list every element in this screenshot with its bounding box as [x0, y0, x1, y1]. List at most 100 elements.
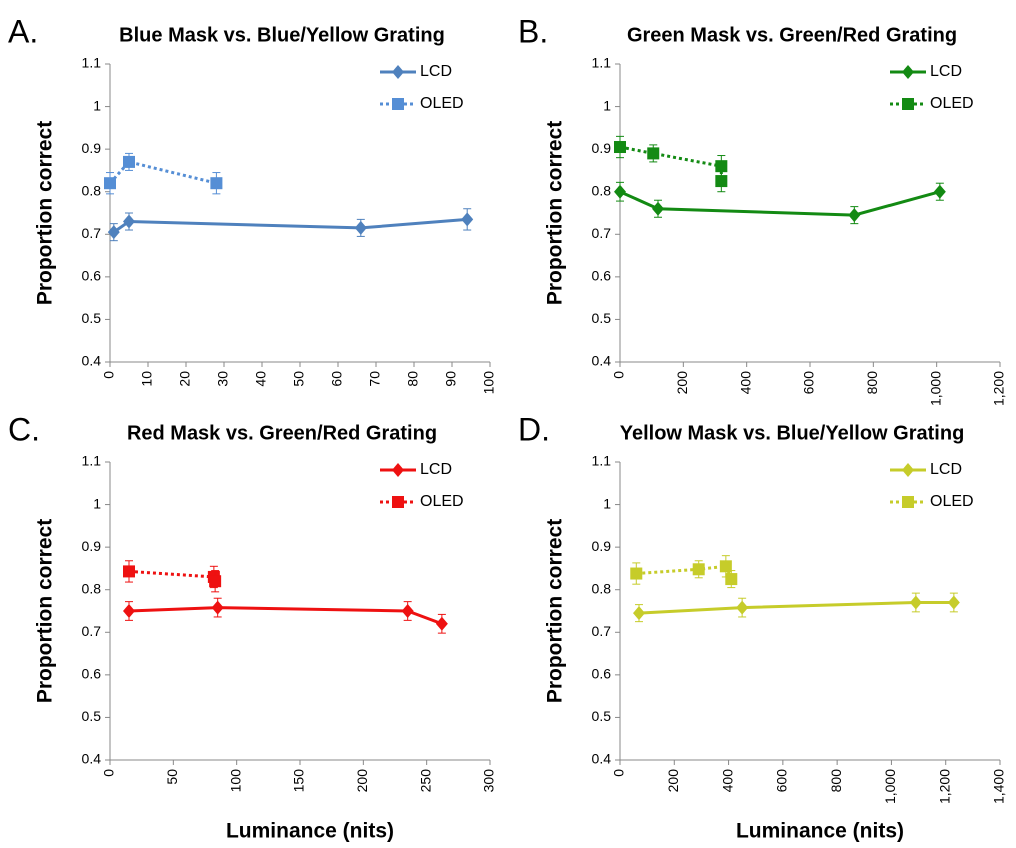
series-line: [619, 190, 941, 217]
marker: [909, 595, 922, 610]
series-line: [112, 217, 468, 234]
marker: [107, 225, 120, 240]
y-tick-label: 0.7: [592, 623, 612, 639]
panel: 0.4 0.5 0.6 0.7 0.8 0.9 1 1.1 0 200 400 600 800 1,000…: [518, 411, 1007, 842]
y-tick-label: 0.8: [592, 580, 612, 596]
y-tick-label: 0.8: [592, 182, 612, 198]
panel-label: C.: [8, 411, 40, 447]
y-tick-label: 0.7: [82, 623, 102, 639]
marker: [902, 496, 914, 508]
marker: [614, 184, 626, 199]
y-tick-label: 1.1: [592, 453, 612, 469]
marker: [392, 65, 404, 79]
marker: [692, 563, 705, 576]
x-tick-label: 40: [253, 371, 269, 387]
x-tick-label: 0: [611, 769, 627, 777]
panel-label: B.: [518, 13, 548, 49]
marker: [211, 600, 224, 615]
marker: [104, 177, 116, 190]
marker: [902, 65, 914, 79]
legend-label: LCD: [930, 63, 962, 80]
x-tick-label: 150: [291, 769, 307, 793]
y-tick-label: 0.5: [82, 708, 102, 724]
marker: [947, 595, 960, 610]
x-tick-label: 90: [443, 371, 459, 387]
marker: [123, 155, 135, 168]
y-tick-label: 0.4: [82, 751, 102, 767]
y-tick-label: 1: [93, 97, 101, 113]
marker: [630, 567, 643, 580]
y-tick-label: 0.6: [82, 666, 102, 682]
legend-label: OLED: [420, 95, 464, 112]
x-tick-label: 200: [674, 371, 690, 395]
x-tick-label: 1,000: [882, 769, 898, 804]
x-tick-label: 50: [164, 769, 180, 785]
marker: [652, 201, 664, 216]
marker: [633, 606, 645, 621]
panel: 0.4 0.5 0.6 0.7 0.8 0.9 1 1.1 0 200 400 600 800 1,000…: [518, 13, 1007, 406]
y-tick-label: 0.9: [82, 538, 102, 554]
y-tick-label: 0.5: [592, 708, 612, 724]
legend-label: OLED: [930, 95, 974, 112]
x-axis-label: Luminance (nits): [226, 820, 394, 843]
legend-label: LCD: [420, 63, 452, 80]
y-tick-label: 0.9: [592, 140, 612, 156]
chart-title: Yellow Mask vs. Blue/Yellow Grating: [620, 422, 965, 444]
marker: [210, 177, 223, 190]
marker: [736, 600, 749, 615]
x-axis-label: Luminance (nits): [736, 820, 904, 843]
x-tick-label: 0: [101, 371, 117, 379]
y-tick-label: 0.6: [592, 666, 612, 682]
marker: [435, 616, 448, 631]
x-tick-label: 30: [215, 371, 231, 387]
legend-label: OLED: [420, 493, 464, 510]
y-tick-label: 0.6: [592, 268, 612, 284]
x-tick-label: 800: [828, 769, 844, 793]
marker: [401, 604, 414, 618]
y-tick-label: 0.7: [82, 225, 102, 241]
x-tick-label: 50: [291, 371, 307, 387]
x-tick-label: 70: [367, 371, 383, 387]
y-tick-label: 0.6: [82, 268, 102, 284]
chart-title: Red Mask vs. Green/Red Grating: [127, 422, 437, 444]
x-tick-label: 300: [481, 769, 497, 793]
chart-title: Green Mask vs. Green/Red Grating: [627, 24, 957, 46]
y-axis-label: Proportion correct: [544, 121, 567, 305]
marker: [461, 212, 474, 227]
series-line: [636, 564, 733, 580]
y-tick-label: 0.5: [592, 310, 612, 326]
x-tick-label: 20: [177, 371, 193, 387]
chart-title: Blue Mask vs. Blue/Yellow Grating: [119, 24, 445, 46]
x-tick-label: 10: [139, 371, 155, 387]
legend-label: OLED: [930, 493, 974, 510]
x-tick-label: 400: [719, 769, 735, 793]
y-tick-label: 1.1: [592, 55, 612, 71]
x-tick-label: 200: [354, 769, 370, 793]
panel-label: D.: [518, 411, 550, 447]
y-tick-label: 0.9: [592, 538, 612, 554]
marker: [902, 463, 914, 477]
x-tick-label: 80: [405, 371, 421, 387]
y-tick-label: 0.4: [592, 353, 612, 369]
x-tick-label: 250: [417, 769, 433, 793]
x-tick-label: 600: [774, 769, 790, 793]
x-tick-label: 1,400: [991, 769, 1007, 804]
y-tick-label: 0.8: [82, 580, 102, 596]
y-tick-label: 0.7: [592, 225, 612, 241]
y-axis-label: Proportion correct: [544, 519, 567, 703]
y-tick-label: 0.5: [82, 310, 102, 326]
y-tick-label: 1.1: [82, 453, 102, 469]
legend-label: LCD: [420, 461, 452, 478]
panel: 0.4 0.5 0.6 0.7 0.8 0.9 1 1.1 0 10 20 30 40 50 60 70 80 9…: [8, 13, 497, 394]
x-tick-label: 0: [611, 371, 627, 379]
y-tick-label: 1: [603, 495, 611, 511]
y-tick-label: 1: [603, 97, 611, 113]
series-line: [619, 145, 723, 182]
marker: [725, 573, 738, 586]
marker: [719, 560, 732, 573]
x-tick-label: 100: [227, 769, 243, 793]
marker: [209, 575, 222, 588]
series-line: [128, 606, 443, 626]
y-tick-label: 1: [93, 495, 101, 511]
x-tick-label: 60: [329, 371, 345, 387]
